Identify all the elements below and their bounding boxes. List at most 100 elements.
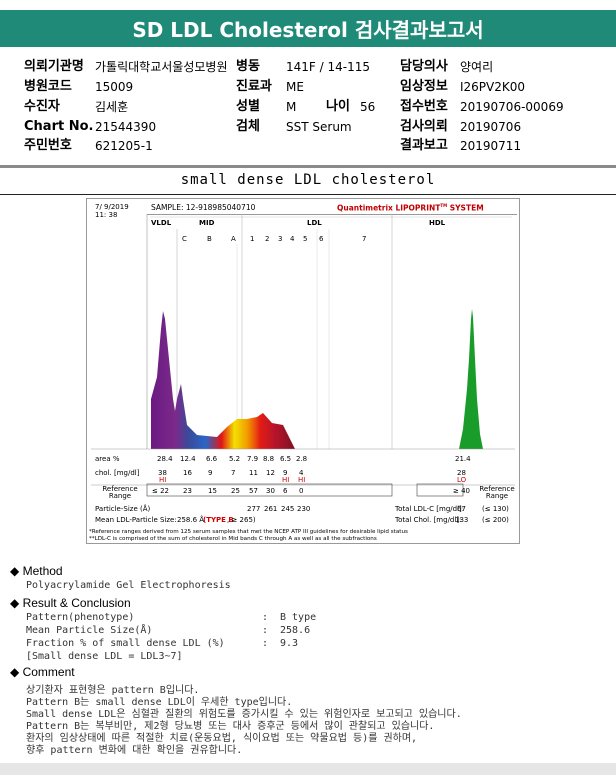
clinical-label: 임상정보 [400, 79, 448, 94]
footnote-1: *Reference ranges derived from 125 serum… [89, 529, 408, 535]
patient-value: 김세훈 [95, 100, 129, 114]
mid-label: MID [199, 219, 215, 227]
chol-flag: HI [298, 476, 306, 484]
result-row-label: Pattern(phenotype) [26, 612, 135, 623]
footnote-2: **LDL-C is comprised of the sum of chole… [89, 536, 377, 542]
mid-band-a: A [231, 235, 236, 243]
subtitle-divider [0, 194, 616, 195]
comment-line: 상기환자 표현형은 pattern B입니다. [26, 685, 200, 696]
doctor-value: 양여리 [460, 60, 494, 74]
age-value: 56 [360, 100, 376, 114]
method-section: ◆ Method [10, 564, 63, 578]
chol-value: 9 [208, 469, 213, 477]
chol-value: 9 [283, 469, 288, 477]
total-ldl-label: Total LDL-C [mg/dl]: [395, 505, 465, 513]
result-row-colon: : [262, 638, 269, 649]
result-heading: ◆ Result & Conclusion [10, 596, 131, 610]
ref-value: ≤ 22 [152, 487, 169, 495]
ref-value: 15 [208, 487, 217, 495]
ldl-band-5: 5 [303, 235, 308, 243]
ref-value: 6 [283, 487, 288, 495]
ref-value: 57 [249, 487, 258, 495]
ref-value: 23 [183, 487, 192, 495]
comment-heading: ◆ Comment [10, 665, 75, 679]
report-time: 11: 38 [95, 211, 118, 219]
area-value: 6.5 [280, 455, 292, 463]
result-row-label: Mean Particle Size(Å) [26, 625, 153, 636]
chol-flag: HI [282, 476, 290, 484]
resident-value: 621205-1 [95, 139, 153, 153]
total-ldl-ref: (≤ 130) [482, 505, 509, 513]
area-value: 8.8 [263, 455, 275, 463]
comment-line: 향후 pattern 변화에 대한 확인을 권유합니다. [26, 745, 243, 756]
comment-line: Pattern B는 복부비만, 제2형 당뇨병 또는 대사 증후군 등에서 많… [26, 721, 435, 732]
area-value: 12.4 [180, 455, 196, 463]
ldl-label: LDL [307, 219, 322, 227]
hdl-chol-flag: LO [457, 476, 467, 484]
ldl-band-2: 2 [265, 235, 270, 243]
chol-value: 11 [249, 469, 258, 477]
area-label: area % [95, 455, 120, 463]
ref-value: 25 [231, 487, 240, 495]
chol-value: 4 [299, 469, 304, 477]
area-value: 28.4 [157, 455, 173, 463]
specimen-label: 검체 [236, 119, 260, 134]
mid-band-c: C [182, 235, 187, 243]
reception-value: 20190706-00069 [460, 100, 564, 114]
particle-value: 245 [281, 505, 295, 513]
area-value: 2.8 [296, 455, 308, 463]
hdl-ref-value: ≥ 40 [453, 487, 470, 495]
method-text: Polyacrylamide Gel Electrophoresis [26, 580, 231, 591]
specimen-value: SST Serum [286, 120, 352, 134]
ldl-band-3: 3 [278, 235, 283, 243]
chol-flag: HI [159, 476, 167, 484]
reception-label: 접수번호 [400, 99, 448, 114]
area-value: 7.9 [247, 455, 259, 463]
particle-value: 261 [264, 505, 278, 513]
hospital-code-label: 병원코드 [24, 79, 72, 94]
request-value: 20190706 [460, 120, 522, 134]
electrophoresis-chart [91, 214, 517, 497]
chol-value: 7 [231, 469, 236, 477]
brand-logo: Quantimetrix LIPOPRINTTM SYSTEM [337, 203, 484, 213]
total-ldl-value: 67 [457, 505, 466, 513]
mean-size-value: 258.6 Å [177, 516, 205, 524]
result-row-colon: : [262, 625, 269, 636]
chart-value: 21544390 [95, 120, 157, 134]
method-heading: ◆ Method [10, 564, 63, 578]
vldl-label: VLDL [151, 219, 172, 227]
dept-value: ME [286, 80, 304, 94]
comment-line: Small dense LDL은 심혈관 질환의 위험도를 증가시킬 수 있는 … [26, 709, 462, 720]
ref-label: Reference Range [102, 485, 138, 500]
chol-value: 12 [266, 469, 275, 477]
request-label: 검사의뢰 [400, 119, 448, 134]
mid-band-b: B [207, 235, 212, 243]
total-chol-label: Total Chol. [mg/dl]: [395, 516, 462, 524]
hdl-ref-label: Reference Range [479, 485, 515, 500]
diamond-bullet-icon: ◆ [10, 564, 20, 578]
report-date: 7/ 9/2019 [95, 203, 129, 211]
patient-label: 수진자 [24, 99, 60, 114]
institution-label: 의뢰기관명 [24, 59, 84, 74]
clinical-value: I26PV2K00 [460, 80, 526, 94]
dept-label: 진료과 [236, 79, 272, 94]
result-note: [Small dense LDL = LDL3~7] [26, 651, 183, 662]
doctor-label: 담당의사 [400, 59, 448, 74]
header-divider [0, 165, 616, 168]
report-subtitle: small dense LDL cholesterol [180, 172, 436, 188]
particle-value: 230 [297, 505, 311, 513]
mean-size-type: (TYPE B [203, 516, 234, 524]
total-chol-value: 133 [455, 516, 469, 524]
result-row-label: Fraction % of small dense LDL (%) [26, 638, 225, 649]
institution-value: 가톨릭대학교서울성모병원 [95, 60, 228, 74]
result-row-colon: : [262, 612, 269, 623]
ref-value: 30 [266, 487, 275, 495]
chart-label: Chart No. [24, 119, 94, 134]
age-label: 나이 [326, 99, 350, 114]
sex-value: M [286, 100, 297, 114]
area-value: 6.6 [206, 455, 218, 463]
area-value: 5.2 [229, 455, 241, 463]
chol-label: chol. [mg/dl] [95, 469, 140, 477]
particle-label: Particle-Size (Å) [95, 505, 151, 513]
comment-line: 환자의 임상상태에 따른 적절한 치료(운동요법, 식이요법 또는 약물요법 등… [26, 733, 418, 744]
